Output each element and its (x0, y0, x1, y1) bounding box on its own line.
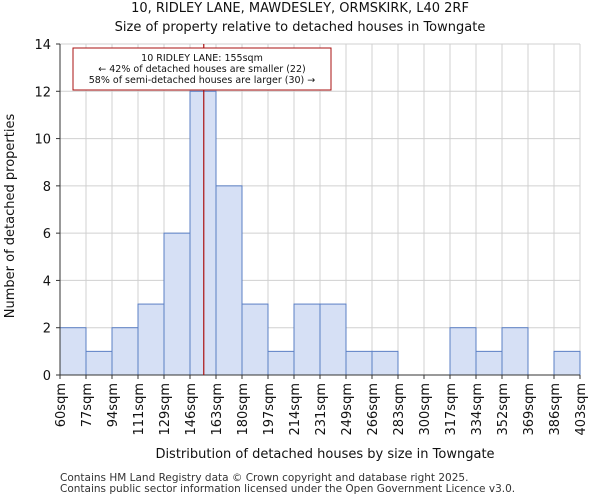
chart-subtitle: Size of property relative to detached ho… (115, 20, 486, 35)
x-tick-label: 231sqm (314, 383, 329, 436)
footer-attribution-1: Contains HM Land Registry data © Crown c… (60, 472, 469, 484)
y-tick-label: 10 (34, 133, 51, 148)
x-tick-label: 403sqm (574, 383, 589, 436)
x-tick-label: 249sqm (340, 383, 355, 436)
bar (189, 90, 217, 376)
y-tick-labels: 0 2 4 6 8 10 12 14 (34, 38, 60, 384)
bar (215, 185, 243, 376)
x-tick-label: 111sqm (132, 383, 147, 436)
bar (85, 350, 113, 376)
annotation-text: ← 42% of detached houses are smaller (22… (98, 64, 305, 75)
x-tick-label: 334sqm (470, 383, 485, 436)
x-tick-label: 352sqm (496, 383, 511, 436)
bar (241, 303, 269, 376)
bar (163, 232, 191, 376)
y-tick-label: 0 (43, 369, 51, 384)
annotation-box (72, 47, 332, 91)
x-tick-label: 283sqm (392, 383, 407, 436)
bar (371, 350, 399, 376)
annotation-text: 10 RIDLEY LANE: 155sqm (141, 53, 263, 64)
x-tick-label: 146sqm (184, 383, 199, 436)
x-axis-label: Distribution of detached houses by size … (155, 447, 494, 462)
x-tick-label: 266sqm (366, 383, 381, 436)
y-axis-label: Number of detached properties (3, 114, 18, 319)
x-tick-label: 317sqm (444, 383, 459, 436)
x-tick-label: 94sqm (106, 383, 121, 427)
bar (449, 327, 477, 376)
y-tick-label: 4 (43, 274, 51, 289)
x-tick-label: 129sqm (158, 383, 173, 436)
y-tick-label: 2 (43, 322, 51, 337)
y-tick-label: 12 (34, 85, 51, 100)
y-tick-label: 14 (34, 38, 51, 53)
x-tick-label: 386sqm (548, 383, 563, 436)
bar (59, 327, 87, 376)
y-tick-label: 8 (43, 180, 51, 195)
x-tick-labels: 60sqm 77sqm 94sqm 111sqm 129sqm 146sqm 163sqm 1… (54, 375, 589, 436)
x-tick-label: 60sqm (54, 383, 69, 427)
x-tick-label: 77sqm (80, 383, 95, 427)
property-marker: 10 RIDLEY LANE: 155sqm← 42% of detached … (72, 44, 332, 375)
x-tick-label: 300sqm (418, 383, 433, 436)
bar (111, 327, 139, 376)
x-tick-label: 369sqm (522, 383, 537, 436)
x-tick-label: 197sqm (262, 383, 277, 436)
bar (501, 327, 529, 376)
bar (475, 350, 503, 376)
bars (59, 90, 581, 376)
bar (553, 350, 581, 376)
x-tick-label: 214sqm (288, 383, 303, 436)
chart-title: 10, RIDLEY LANE, MAWDESLEY, ORMSKIRK, L4… (131, 1, 469, 16)
bar (293, 303, 321, 376)
x-tick-label: 180sqm (236, 383, 251, 436)
bar (267, 350, 295, 376)
bar (345, 350, 373, 376)
y-tick-label: 6 (43, 227, 51, 242)
annotation-text: 58% of semi-detached houses are larger (… (89, 75, 316, 86)
bar (137, 303, 165, 376)
bar (319, 303, 347, 376)
x-tick-label: 163sqm (210, 383, 225, 436)
footer-attribution-2: Contains public sector information licen… (60, 483, 516, 495)
